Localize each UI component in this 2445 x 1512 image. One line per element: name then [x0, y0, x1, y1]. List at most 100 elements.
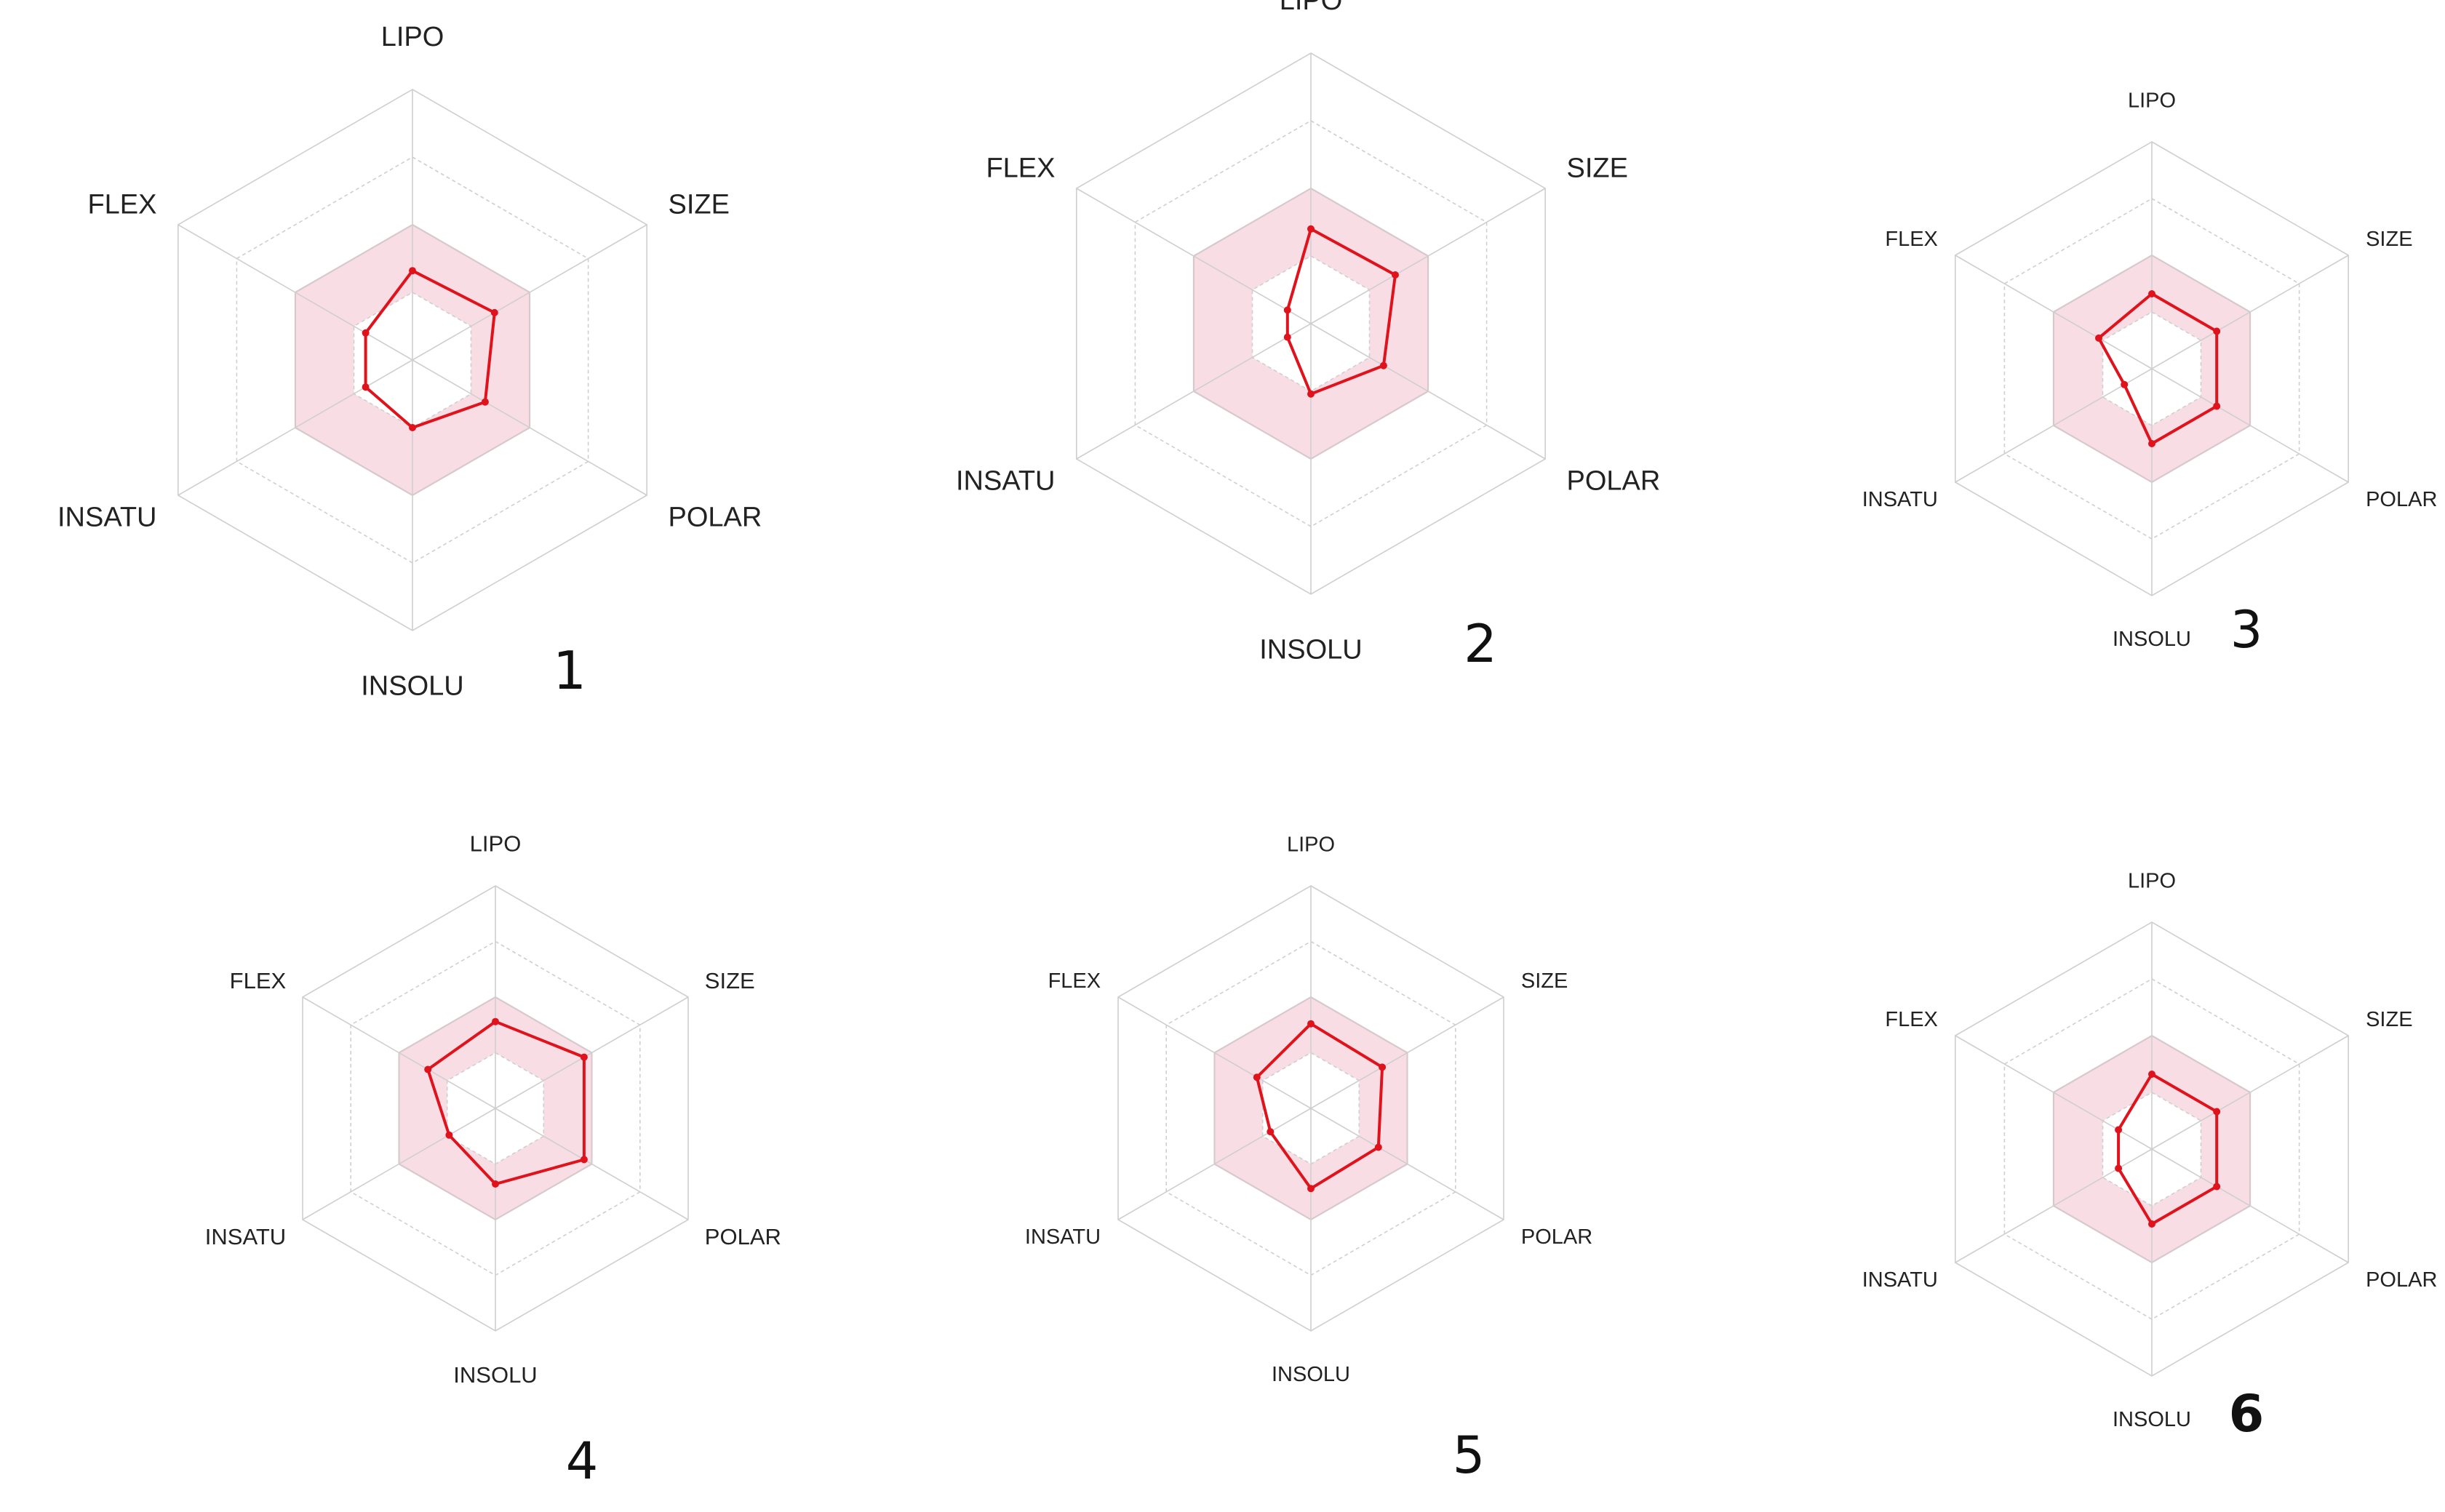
axis-label-flex: FLEX [87, 189, 156, 220]
axis-spoke-polar [1310, 1108, 1504, 1220]
axis-label-insolu: INSOLU [453, 1362, 537, 1388]
axis-spoke-size [495, 996, 689, 1109]
axis-label-insatu: INSATU [1025, 1225, 1101, 1249]
axis-label-size: SIZE [1567, 153, 1628, 183]
panel-number: 1 [553, 640, 586, 701]
data-point-flex [2115, 1126, 2123, 1134]
panel-number: 4 [566, 1431, 599, 1491]
axis-spoke-size [2151, 255, 2349, 369]
data-point-polar [580, 1156, 588, 1164]
data-point-size [1392, 271, 1399, 279]
data-point-size [2213, 1108, 2221, 1116]
axis-label-polar: POLAR [1567, 465, 1661, 496]
axis-spoke-polar [495, 1108, 689, 1220]
data-point-insatu [2121, 380, 2129, 388]
axis-label-lipo: LIPO [1280, 0, 1343, 16]
axis-label-insatu: INSATU [57, 502, 157, 532]
data-point-flex [362, 329, 370, 337]
axis-label-size: SIZE [705, 968, 755, 993]
axis-label-insolu: INSOLU [1272, 1363, 1350, 1386]
axis-spoke-polar [412, 359, 647, 496]
axis-label-polar: POLAR [669, 502, 762, 532]
axis-label-size: SIZE [1521, 969, 1568, 993]
axis-spoke-flex [302, 996, 496, 1109]
axis-spoke-flex [1117, 996, 1312, 1109]
axis-label-size: SIZE [669, 189, 730, 220]
data-point-insolu [409, 424, 416, 431]
optimal-range-band [2053, 1036, 2251, 1263]
axis-label-insolu: INSOLU [2113, 1408, 2191, 1431]
panel-number: 2 [1464, 613, 1497, 674]
optimal-range-band [1193, 188, 1429, 459]
axis-label-insatu: INSATU [956, 465, 1056, 496]
data-point-polar [1379, 361, 1387, 369]
axis-label-insatu: INSATU [1862, 1268, 1938, 1292]
axis-label-insolu: INSOLU [2113, 628, 2191, 651]
axis-spoke-flex [1955, 255, 2153, 369]
axis-label-flex: FLEX [986, 153, 1055, 183]
data-point-insolu [492, 1180, 499, 1188]
axis-spoke-size [1310, 188, 1546, 324]
axis-spoke-polar [1310, 323, 1546, 460]
data-point-flex [2095, 334, 2102, 342]
axis-label-flex: FLEX [1048, 969, 1101, 993]
data-point-insatu [1283, 333, 1291, 341]
data-point-lipo [1307, 225, 1315, 233]
axis-label-polar: POLAR [2366, 488, 2437, 511]
panel-number: 3 [2230, 600, 2263, 660]
data-point-insolu [1307, 1185, 1315, 1193]
radar-panel-1: LIPO SIZE POLAR INSOLU INSATU FLEX 1 [57, 22, 762, 701]
axis-label-insolu: INSOLU [1259, 634, 1362, 665]
data-point-lipo [1307, 1020, 1315, 1028]
axis-label-insatu: INSATU [1862, 488, 1938, 511]
axis-spoke-size [412, 224, 647, 361]
axis-label-lipo: LIPO [381, 22, 444, 52]
data-point-size [2213, 327, 2221, 335]
data-point-insolu [2148, 1220, 2155, 1228]
axis-label-insolu: INSOLU [361, 671, 463, 701]
radar-panel-3: LIPO SIZE POLAR INSOLU INSATU FLEX 3 [1862, 89, 2438, 660]
radar-panel-2: LIPO SIZE POLAR INSOLU INSATU FLEX 2 [956, 0, 1660, 674]
data-point-insatu [2115, 1164, 2123, 1172]
optimal-range-band [295, 225, 530, 495]
data-point-polar [2213, 1183, 2221, 1191]
radar-panel-6: LIPO SIZE POLAR INSOLU INSATU FLEX 6 [1862, 870, 2438, 1444]
optimal-range-band [399, 997, 592, 1220]
axis-spoke-insatu [178, 359, 413, 496]
data-point-polar [2213, 402, 2221, 410]
axis-label-lipo: LIPO [2128, 89, 2176, 113]
axis-label-insatu: INSATU [205, 1224, 286, 1249]
data-point-lipo [2148, 1071, 2155, 1078]
data-point-insolu [2148, 440, 2155, 447]
radar-panel-5: LIPO SIZE POLAR INSOLU INSATU FLEX 5 [1025, 833, 1592, 1486]
axis-label-flex: FLEX [1885, 228, 1938, 251]
axis-spoke-polar [2151, 368, 2349, 483]
data-point-insatu [445, 1131, 453, 1139]
data-point-flex [1283, 306, 1291, 314]
axis-label-lipo: LIPO [2128, 870, 2176, 893]
axis-label-size: SIZE [2366, 1008, 2412, 1031]
data-point-lipo [492, 1017, 499, 1025]
data-point-size [490, 308, 498, 316]
axis-spoke-insatu [1955, 368, 2153, 483]
data-point-size [1379, 1063, 1387, 1071]
data-point-lipo [409, 267, 416, 275]
axis-spoke-insatu [302, 1108, 496, 1220]
axis-spoke-size [2151, 1035, 2349, 1150]
data-point-flex [424, 1065, 432, 1073]
axis-label-polar: POLAR [705, 1224, 781, 1249]
data-point-insolu [1307, 390, 1315, 398]
data-point-flex [1253, 1073, 1261, 1081]
axis-label-lipo: LIPO [470, 831, 522, 857]
data-point-insatu [1267, 1128, 1275, 1136]
panel-number: 6 [2229, 1384, 2265, 1444]
axis-label-polar: POLAR [2366, 1268, 2437, 1292]
axis-spoke-flex [1076, 188, 1312, 324]
data-point-polar [1374, 1143, 1382, 1151]
data-point-size [580, 1053, 588, 1061]
axis-label-flex: FLEX [230, 968, 287, 993]
axis-label-size: SIZE [2366, 228, 2412, 251]
optimal-range-band [2053, 255, 2251, 482]
axis-spoke-flex [178, 224, 413, 361]
